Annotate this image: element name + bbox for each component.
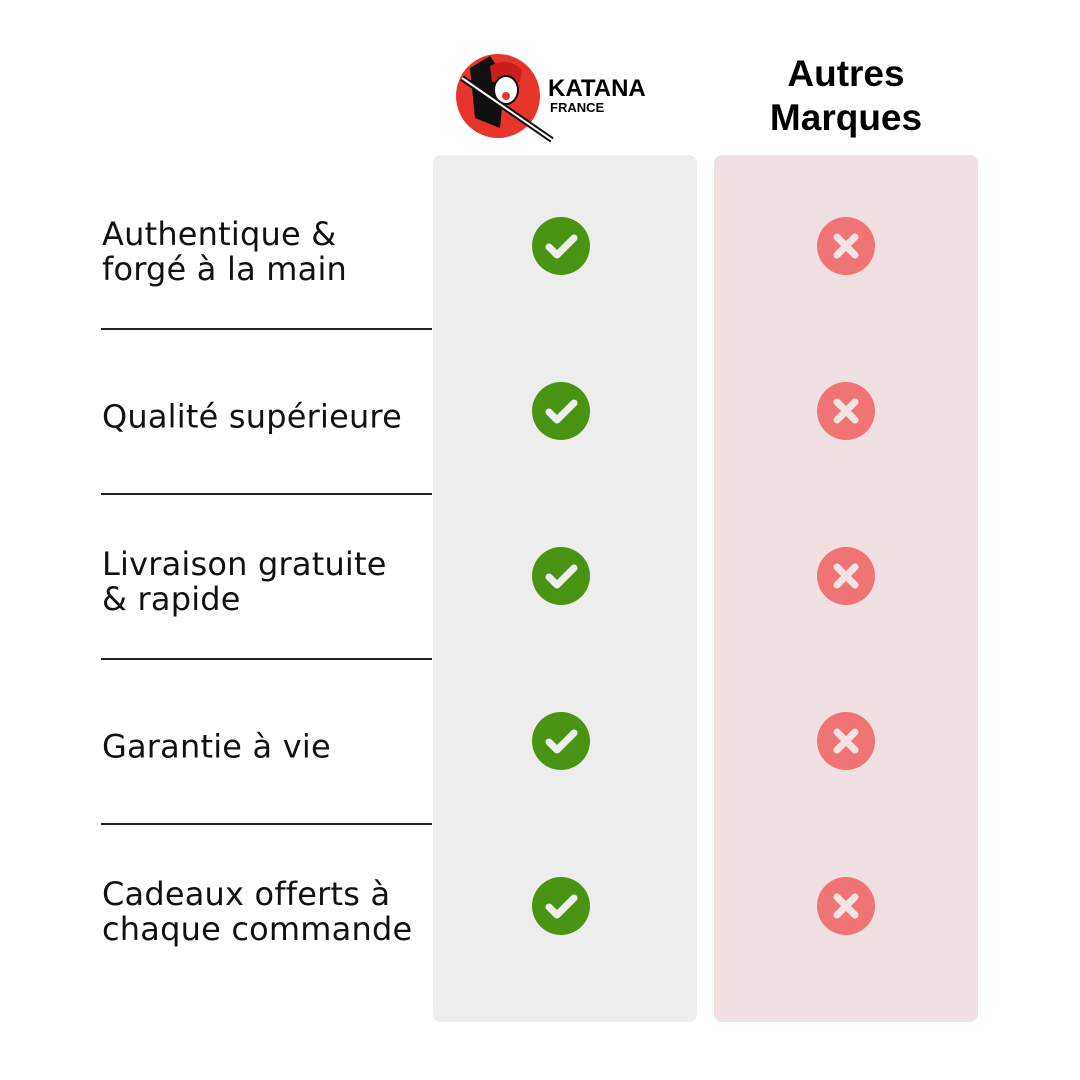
feature-label: Livraison gratuite & rapide [102,545,387,618]
cross-icon [817,547,875,605]
feature-label: Garantie à vie [102,727,331,766]
cross-icon [817,382,875,440]
row-divider [101,328,432,330]
other-brands-header: Autres Marques [769,53,923,138]
row-divider [101,493,432,495]
feature-label: Authentique & forgé à la main [102,215,348,288]
check-icon [532,547,590,605]
check-icon [532,877,590,935]
cross-icon [817,712,875,770]
svg-text:KATANA: KATANA [548,75,646,102]
cross-icon [817,877,875,935]
svg-text:FRANCE: FRANCE [550,100,604,115]
cross-icon [817,217,875,275]
check-icon [532,712,590,770]
feature-label: Qualité supérieure [102,397,402,436]
row-divider [101,823,432,825]
katana-france-logo: KATANA FRANCE [450,48,660,144]
feature-label: Cadeaux offerts à chaque commande [102,875,413,948]
row-divider [101,658,432,660]
check-icon [532,217,590,275]
check-icon [532,382,590,440]
